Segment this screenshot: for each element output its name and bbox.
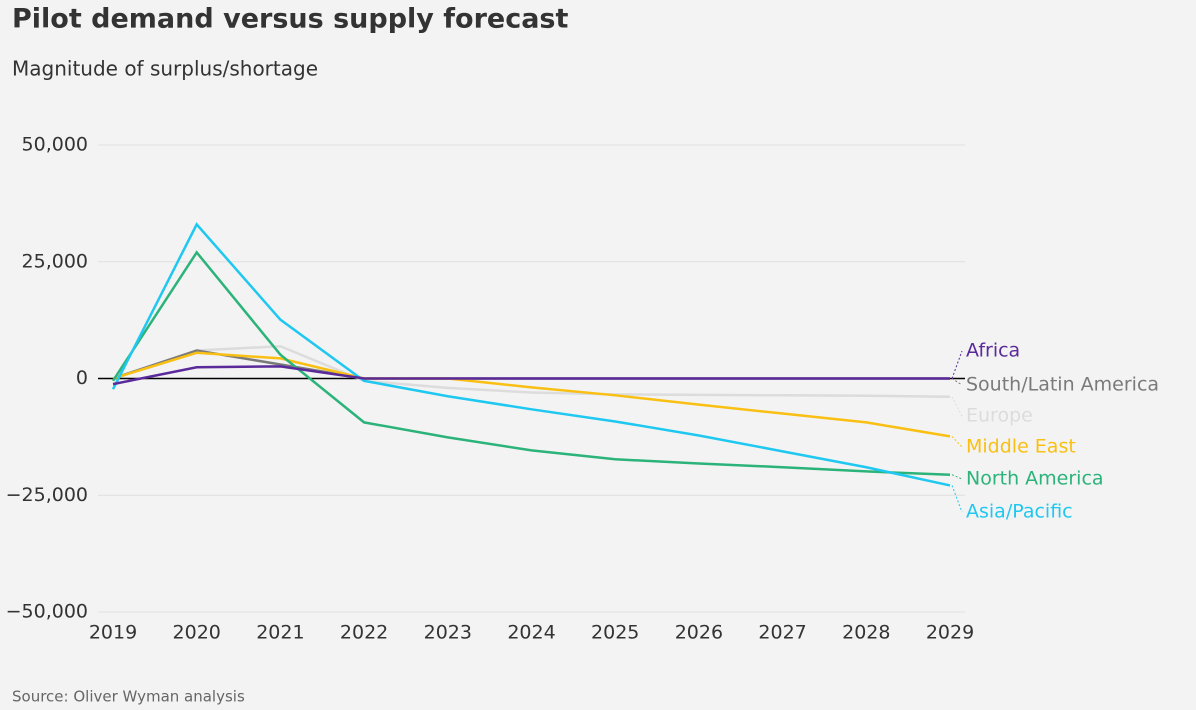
x-tick-label: 2021 (256, 622, 304, 644)
legend-label: Middle East (966, 436, 1076, 458)
leader-line (951, 436, 963, 448)
chart-title: Pilot demand versus supply forecast (12, 4, 569, 35)
series-line (112, 345, 951, 398)
chart-subtitle: Magnitude of surplus/shortage (12, 57, 318, 81)
series-line (112, 351, 951, 438)
leader-line (951, 396, 963, 417)
leader-line (951, 378, 963, 386)
y-tick-label: −25,000 (6, 484, 88, 506)
legend-label: North America (966, 468, 1104, 490)
legend-label: Asia/Pacific (966, 501, 1073, 523)
x-tick-label: 2026 (675, 622, 723, 644)
legend-label: Africa (966, 340, 1020, 362)
x-tick-label: 2020 (173, 622, 221, 644)
x-tick-label: 2025 (591, 622, 639, 644)
series-line (111, 222, 951, 487)
x-tick-label: 2024 (507, 622, 555, 644)
source: Source: Oliver Wyman analysis (12, 688, 245, 706)
x-tick-label: 2027 (758, 622, 806, 644)
y-tick-label: −50,000 (6, 601, 88, 623)
leader-line (951, 350, 963, 379)
legend-label: Europe (966, 405, 1033, 427)
leader-line (951, 485, 963, 513)
x-tick-label: 2029 (926, 622, 974, 644)
x-tick-label: 2028 (842, 622, 890, 644)
x-tick-label: 2019 (89, 622, 137, 644)
x-tick-label: 2023 (424, 622, 472, 644)
series-line (112, 365, 950, 386)
series-line (111, 250, 951, 476)
leader-line (951, 474, 963, 480)
x-tick-label: 2022 (340, 622, 388, 644)
y-tick-label: 25,000 (22, 250, 88, 272)
y-tick-label: 0 (76, 367, 88, 389)
y-tick-label: 50,000 (22, 134, 88, 156)
legend-label: South/Latin America (966, 374, 1159, 396)
